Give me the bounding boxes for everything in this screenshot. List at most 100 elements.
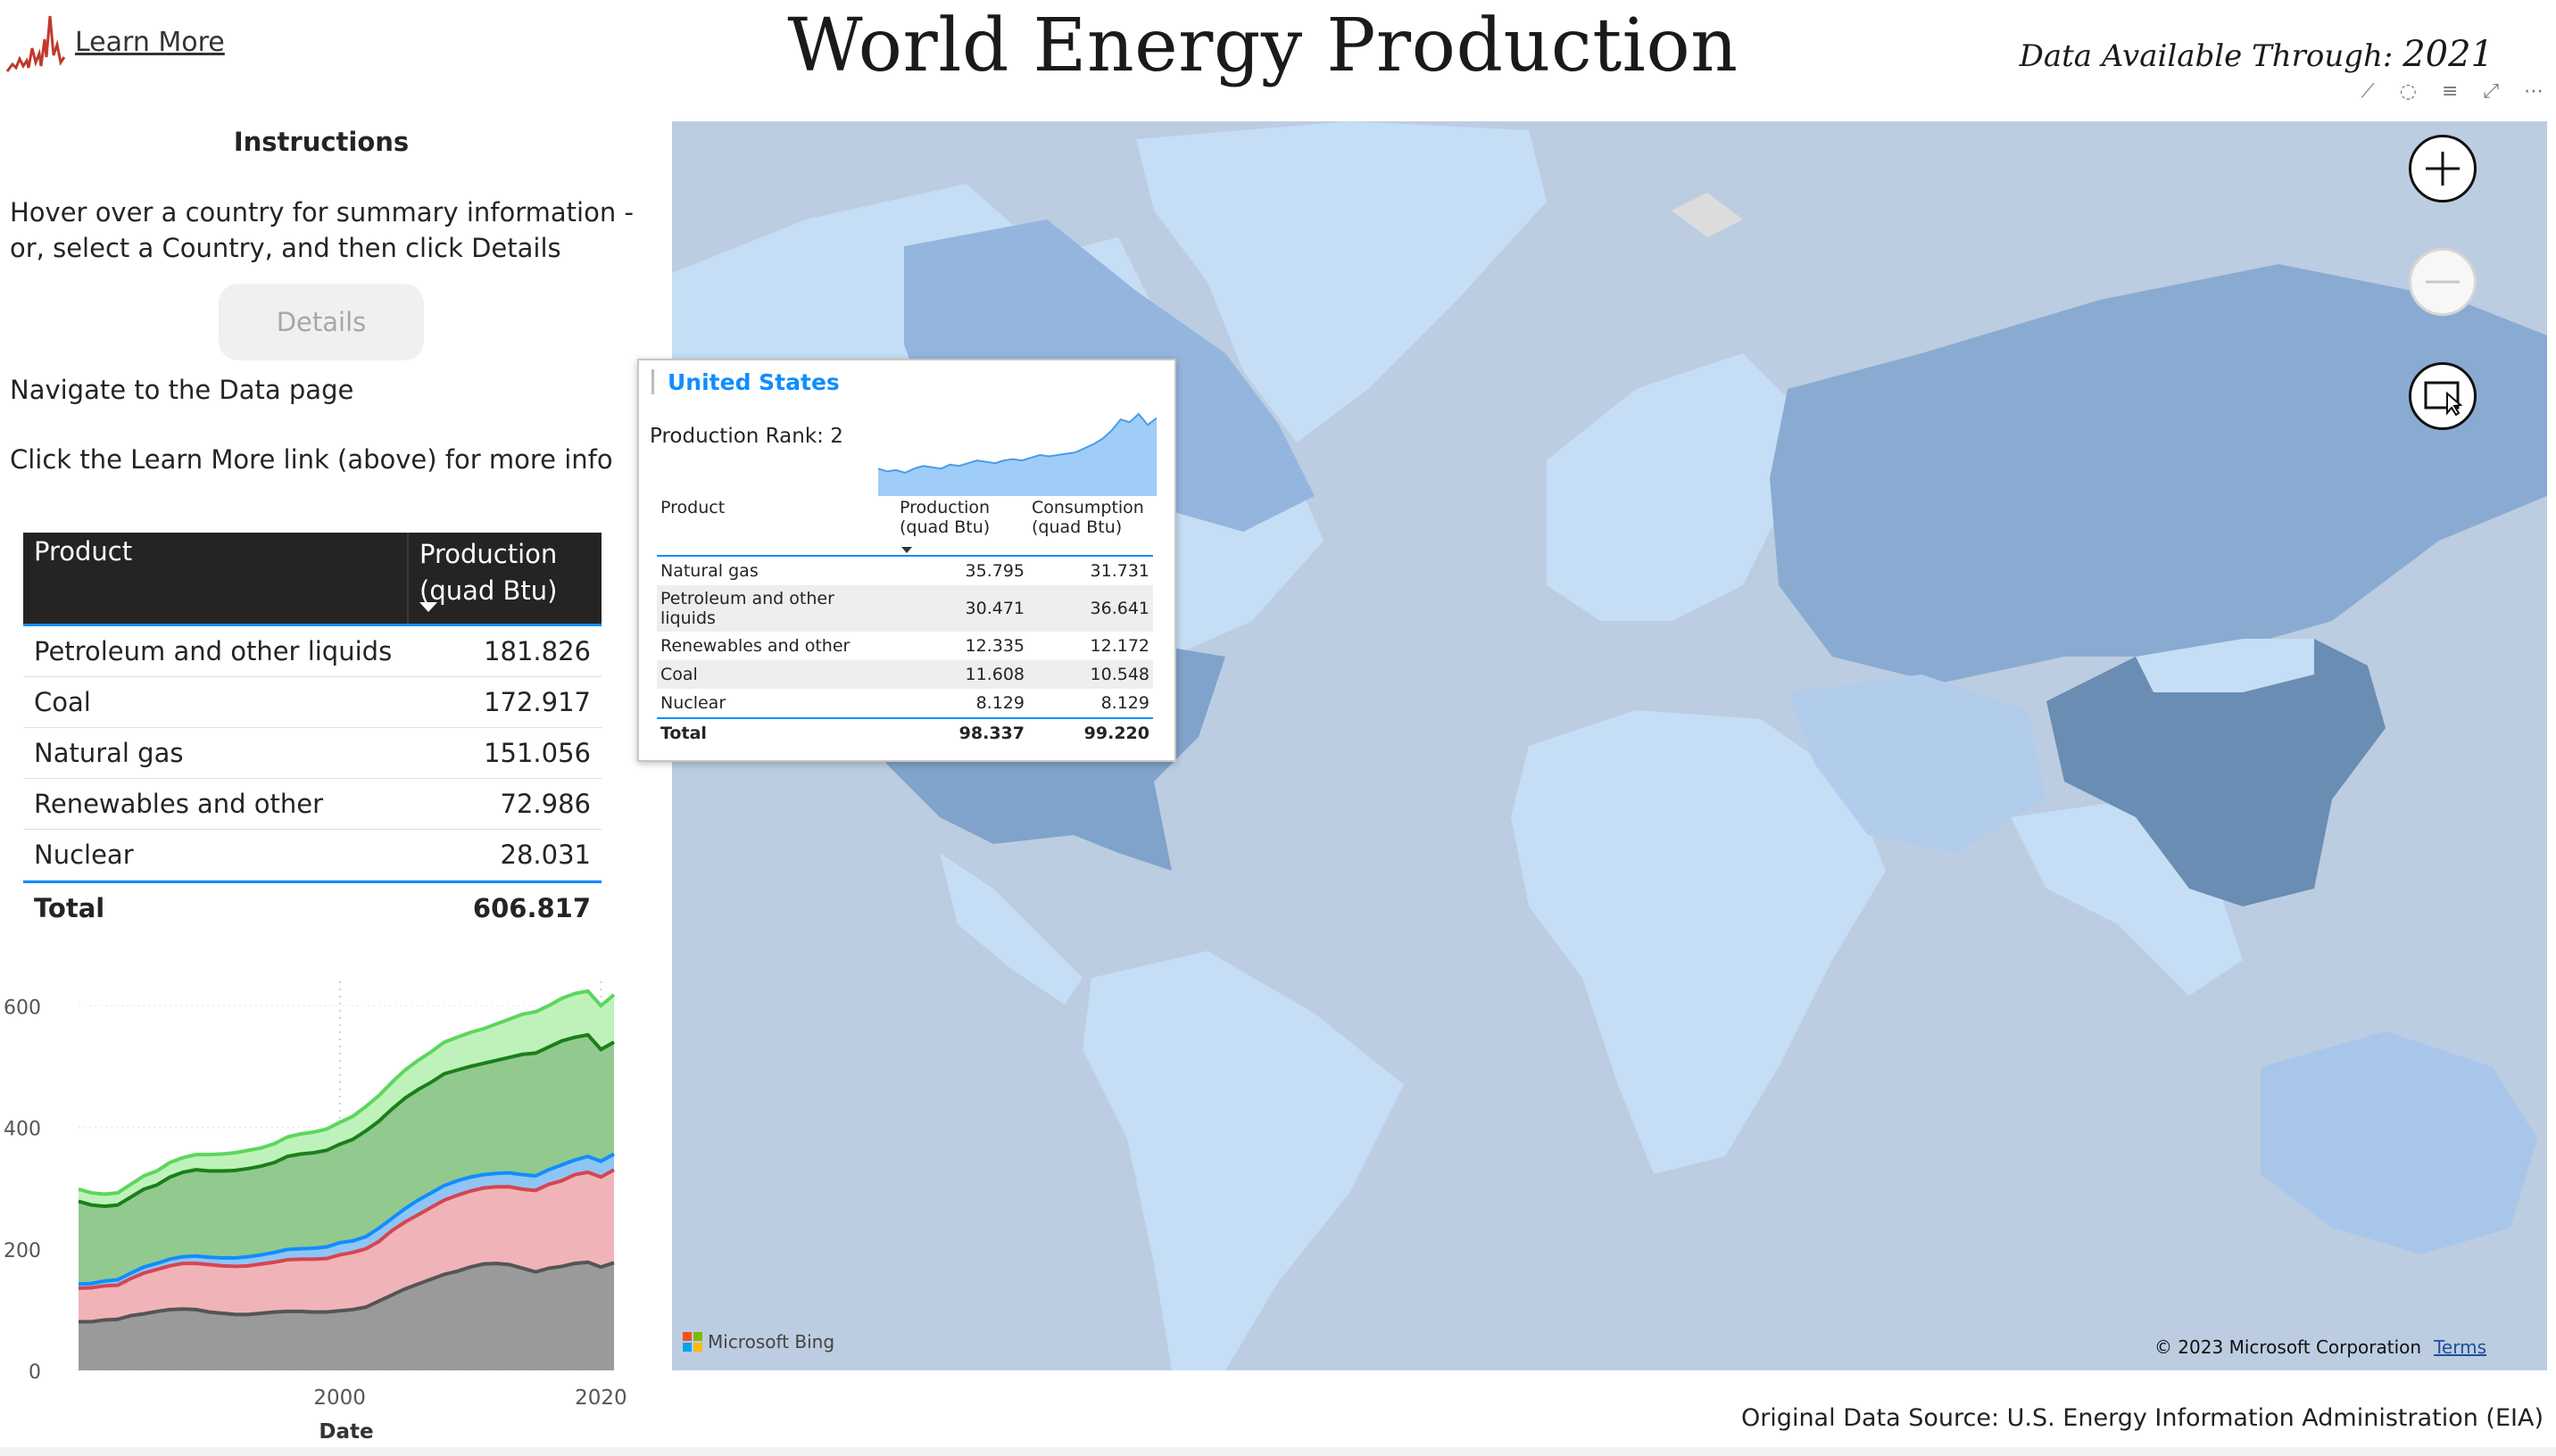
europe-region[interactable] xyxy=(1547,353,1797,621)
area-series-3 xyxy=(79,1034,614,1285)
central-america-region[interactable] xyxy=(940,853,1083,1005)
bing-label: Microsoft Bing xyxy=(708,1331,835,1353)
pin-icon[interactable]: ⟋ xyxy=(2361,80,2375,103)
bing-attribution: Microsoft Bing xyxy=(683,1331,834,1353)
tooltip-total-label: Total xyxy=(657,717,896,748)
tooltip-sparkline xyxy=(878,412,1157,496)
row-product: Petroleum and other liquids xyxy=(34,636,393,666)
tooltip-col-product: Product xyxy=(657,494,896,557)
y-tick-label: 400 xyxy=(4,1119,41,1141)
area-series-1 xyxy=(79,1170,614,1322)
table-header: Product Production (quad Btu) xyxy=(23,533,602,626)
tooltip-total-consumption: 99.220 xyxy=(1028,717,1153,748)
tooltip-row: Renewables and other 12.335 12.172 xyxy=(657,632,1153,660)
line-series-1 xyxy=(78,1168,615,1291)
mongolia-region[interactable] xyxy=(2136,639,2314,692)
data-available-year: 2021 xyxy=(2402,34,2494,75)
map-copyright: © 2023 Microsoft Corporation Terms xyxy=(2154,1336,2486,1358)
total-label: Total xyxy=(34,893,105,923)
table-row[interactable]: Renewables and other 72.986 xyxy=(23,779,602,830)
south-america-region[interactable] xyxy=(1083,951,1404,1370)
tooltip-rank: Production Rank: 2 xyxy=(650,425,843,448)
tooltip-country: United States xyxy=(668,369,840,395)
row-product: Nuclear xyxy=(34,840,134,870)
tooltip-cell-consumption: 31.731 xyxy=(1090,561,1149,581)
sparkline-line xyxy=(878,412,1157,475)
tooltip-cell-consumption: 8.129 xyxy=(1100,693,1149,713)
data-available-label: Data Available Through: xyxy=(2019,38,2394,74)
row-value: 151.056 xyxy=(484,738,591,768)
tooltip-cell-production: 35.795 xyxy=(965,561,1025,581)
table-row[interactable]: Petroleum and other liquids 181.826 xyxy=(23,626,602,677)
copy-icon[interactable]: ◌ xyxy=(2399,80,2417,103)
total-value: 606.817 xyxy=(472,893,591,923)
zoom-out-button[interactable] xyxy=(2409,248,2477,316)
tooltip-cell-consumption: 36.641 xyxy=(1028,585,1153,632)
australia-region[interactable] xyxy=(2261,1031,2537,1254)
russia-region[interactable] xyxy=(1770,264,2547,683)
line-series-2 xyxy=(78,1152,615,1286)
greenland-region[interactable] xyxy=(1136,121,1547,443)
select-region-button[interactable] xyxy=(2409,362,2477,430)
header-product[interactable]: Product xyxy=(34,536,133,567)
row-value: 72.986 xyxy=(500,789,591,819)
plus-icon xyxy=(2426,152,2460,186)
microsoft-logo-icon xyxy=(683,1332,702,1352)
logo-icon xyxy=(5,15,66,72)
row-value: 28.031 xyxy=(500,840,591,870)
tooltip-cell-consumption: 12.172 xyxy=(1090,636,1149,656)
tooltip-total-row: Total 98.337 99.220 xyxy=(657,717,1153,748)
sparkline-area xyxy=(878,414,1157,496)
row-product: Coal xyxy=(34,687,91,717)
tooltip-cell-production: 8.129 xyxy=(975,693,1025,713)
tooltip-cell-product: Nuclear xyxy=(660,693,726,713)
terms-link[interactable]: Terms xyxy=(2434,1336,2486,1358)
tooltip-cell-production: 11.608 xyxy=(896,660,1028,689)
more-options-icon[interactable]: ⋯ xyxy=(2524,80,2544,103)
row-value: 172.917 xyxy=(484,687,591,717)
row-product: Renewables and other xyxy=(34,789,324,819)
production-area-chart[interactable]: 0 200 400 600 2000 2020 Date xyxy=(0,972,643,1445)
china-region[interactable] xyxy=(2046,639,2386,906)
page-title: World Energy Production xyxy=(787,4,1739,88)
table-row[interactable]: Natural gas 151.056 xyxy=(23,728,602,779)
learn-more-link[interactable]: Learn More xyxy=(75,27,225,58)
details-button[interactable]: Details xyxy=(219,284,424,360)
sort-desc-icon xyxy=(901,547,912,553)
tooltip-row: Nuclear 8.129 8.129 xyxy=(657,689,1153,718)
tooltip-table: Product Production (quad Btu) Consumptio… xyxy=(657,494,1153,748)
tooltip-cell-production: 12.335 xyxy=(965,636,1025,656)
line-series-0 xyxy=(79,1260,615,1324)
navigate-text: Navigate to the Data page xyxy=(10,375,354,405)
sort-desc-icon xyxy=(419,602,437,612)
production-table: Product Production (quad Btu) Petroleum … xyxy=(23,533,602,933)
area-series-4 xyxy=(79,990,614,1207)
instructions-text: Hover over a country for summary informa… xyxy=(10,197,634,263)
table-row[interactable]: Coal 172.917 xyxy=(23,677,602,728)
middle-east-region[interactable] xyxy=(1788,674,2046,853)
data-source: Original Data Source: U.S. Energy Inform… xyxy=(1740,1404,2544,1432)
country-tooltip: United States Production Rank: 2 Product… xyxy=(637,359,1176,762)
minus-icon xyxy=(2426,280,2460,284)
instructions-title: Instructions xyxy=(233,127,410,157)
y-tick-label: 600 xyxy=(4,997,41,1019)
y-tick-label: 200 xyxy=(4,1240,41,1262)
row-value: 181.826 xyxy=(484,636,591,666)
tooltip-row: Coal 11.608 10.548 xyxy=(657,660,1153,689)
africa-region[interactable] xyxy=(1511,710,1886,1174)
x-axis-label: Date xyxy=(319,1420,373,1444)
tooltip-col-production: Production (quad Btu) xyxy=(896,494,1028,557)
header-production[interactable]: Production (quad Btu) xyxy=(419,539,558,606)
filter-icon[interactable]: ≡ xyxy=(2441,80,2459,103)
table-row[interactable]: Nuclear 28.031 xyxy=(23,830,602,881)
zoom-in-button[interactable] xyxy=(2409,135,2477,203)
copyright-text: © 2023 Microsoft Corporation xyxy=(2154,1336,2422,1358)
row-product: Natural gas xyxy=(34,738,184,768)
line-series-3 xyxy=(78,1032,615,1209)
focus-mode-icon[interactable]: ⤢ xyxy=(2483,80,2499,103)
line-series-4 xyxy=(78,989,616,1196)
tooltip-row: Petroleum and other liquids 30.471 36.641 xyxy=(657,585,1153,632)
tooltip-total-production: 98.337 xyxy=(896,717,1028,748)
learn-more-instructions: Click the Learn More link (above) for mo… xyxy=(10,444,613,475)
tooltip-row: Natural gas 35.795 31.731 xyxy=(657,556,1153,585)
